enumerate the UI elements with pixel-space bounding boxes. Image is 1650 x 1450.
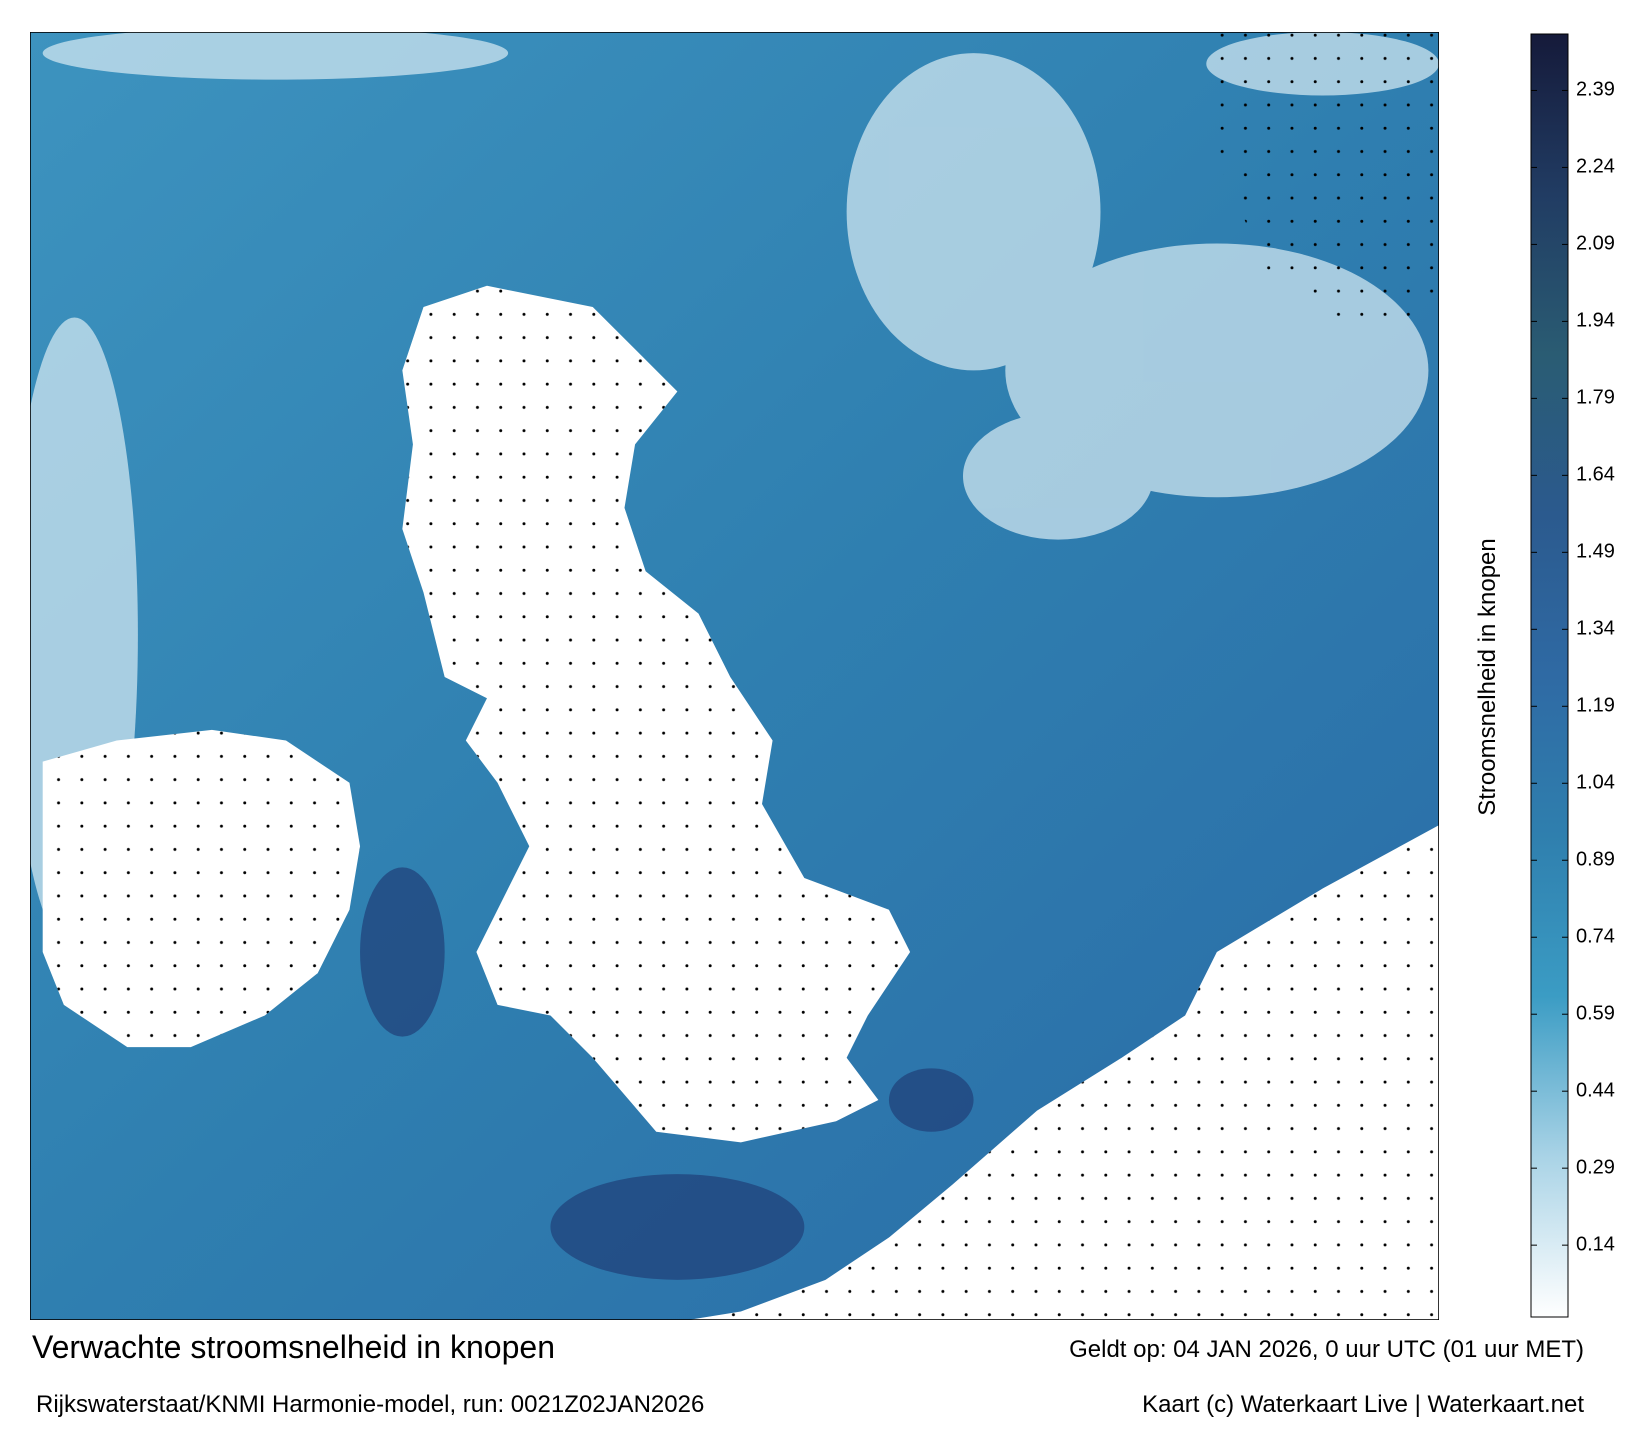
- map-frame: [30, 32, 1439, 1320]
- tick-label: 0.89: [1576, 849, 1615, 871]
- tick-label: 1.19: [1576, 695, 1615, 717]
- subtitle: Rijkswaterstaat/KNMI Harmonie-model, run…: [36, 1391, 704, 1418]
- colorbar-ticks: 0.14 0.29 0.44 0.59 0.74 0.89 1.04 1.19 1.34 1.49…: [1531, 79, 1615, 1255]
- colorbar: [1530, 33, 1569, 1318]
- fast-currents: [360, 867, 974, 1280]
- tick-label: 0.44: [1576, 1079, 1615, 1101]
- tick-label: 1.64: [1576, 464, 1615, 486]
- colorbar-label: Stroomsnelheid in knopen: [1474, 538, 1501, 816]
- tick-label: 1.04: [1576, 772, 1615, 794]
- tick-label: 1.34: [1576, 618, 1615, 640]
- tick-label: 0.59: [1576, 1002, 1615, 1024]
- map: [30, 32, 1439, 1320]
- tick-label: 0.74: [1576, 926, 1615, 948]
- tick-label: 2.39: [1576, 79, 1615, 101]
- tick-label: 2.09: [1576, 233, 1615, 255]
- tick-label: 1.94: [1576, 310, 1615, 332]
- tick-label: 1.49: [1576, 541, 1615, 563]
- tick-label: 0.14: [1576, 1233, 1615, 1255]
- valid-time: Geldt op: 04 JAN 2026, 0 uur UTC (01 uur…: [1069, 1336, 1584, 1363]
- title: Verwachte stroomsnelheid in knopen: [32, 1329, 555, 1365]
- tick-label: 2.24: [1576, 156, 1615, 178]
- tick-label: 0.29: [1576, 1156, 1615, 1178]
- credit: Kaart (c) Waterkaart Live | Waterkaart.n…: [1142, 1391, 1584, 1418]
- tick-label: 1.79: [1576, 387, 1615, 409]
- land: [42, 32, 1439, 1320]
